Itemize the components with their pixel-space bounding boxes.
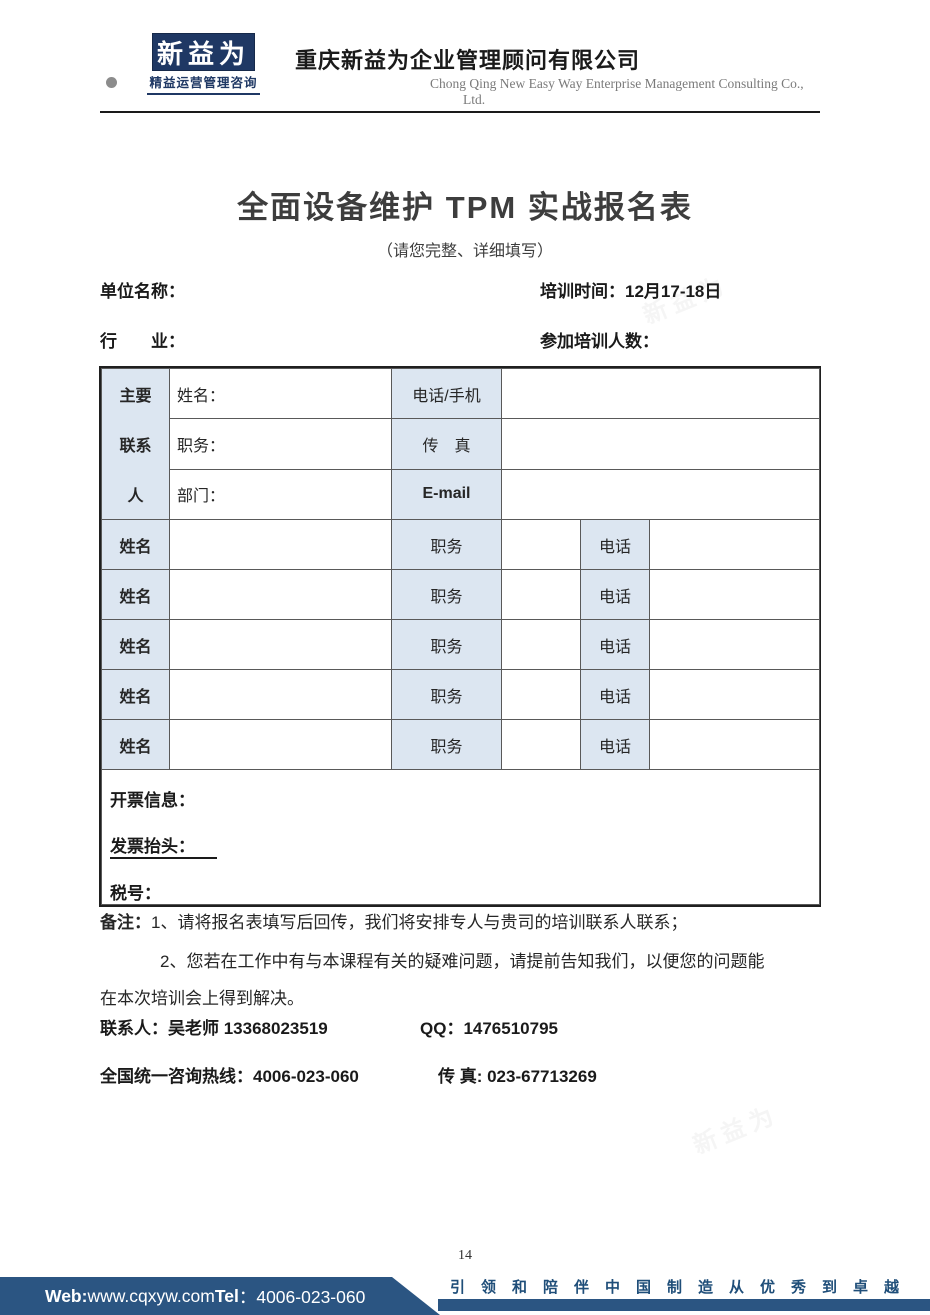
primary-contact-header-cell: 主要 联系 人 <box>101 368 170 520</box>
attendee-name-input-cell[interactable] <box>169 669 392 720</box>
header-divider <box>100 111 820 113</box>
logo-text: 新益为 <box>156 38 250 69</box>
attendee-row: 姓名 职务 电话 <box>101 669 821 720</box>
attendee-title-input-cell[interactable] <box>501 719 581 770</box>
company-name-en-line1: Chong Qing New Easy Way Enterprise Manag… <box>430 76 804 91</box>
attendee-row: 姓名 职务 电话 <box>101 719 821 770</box>
notes-line1: 1、请将报名表填写后回传，我们将安排专人与贵司的培训联系人联系； <box>151 913 688 932</box>
attendee-title-input-cell[interactable] <box>501 619 581 670</box>
invoice-title-label[interactable]: 发票抬头： <box>110 837 217 859</box>
attendee-count-label: 参加培训人数： <box>540 332 659 351</box>
contact-hotline: 全国统一咨询热线：4006-023-060 <box>100 1067 359 1086</box>
footer-web-url[interactable]: www.cqxyw.com <box>87 1285 215 1306</box>
attendee-phone-input-cell[interactable] <box>648 719 821 770</box>
footer-motto: 引领和陪伴中国制造从优秀到卓越 <box>449 1279 915 1296</box>
primary-contact-label-1: 主要 <box>119 388 152 405</box>
attendee-name-header: 姓名 <box>101 619 170 670</box>
watermark-text: 新益为 <box>689 1100 783 1160</box>
attendee-title-input-cell[interactable] <box>501 519 581 570</box>
email-input-cell[interactable] <box>500 468 821 521</box>
page-number: 14 <box>458 1248 472 1263</box>
invoice-info-label: 开票信息： <box>110 791 195 810</box>
attendee-name-input-cell[interactable] <box>169 569 392 620</box>
attendee-title-header: 职务 <box>391 669 502 720</box>
tax-id-label[interactable]: 税号： <box>110 884 181 904</box>
phone-mobile-input-cell[interactable] <box>500 367 821 420</box>
contact-person: 联系人：吴老师 13368023519 <box>100 1019 328 1038</box>
page-title: 全面设备维护 TPM 实战报名表 <box>237 190 693 225</box>
footer-accent-bar <box>438 1299 930 1311</box>
notes-line2: 2、您若在工作中有与本课程有关的疑难问题，请提前告知我们，以便您的问题能 <box>160 952 765 971</box>
footer-contact-banner: Web: www.cqxyw.com Tel ：4006-023-060 <box>0 1277 440 1315</box>
attendee-title-header: 职务 <box>391 569 502 620</box>
company-logo: 新益为 <box>152 33 255 71</box>
primary-contact-label-3: 人 <box>127 488 144 505</box>
attendee-phone-header: 电话 <box>580 669 650 720</box>
attendee-title-input-cell[interactable] <box>501 569 581 620</box>
attendee-phone-input-cell[interactable] <box>648 519 821 570</box>
attendee-phone-header: 电话 <box>580 619 650 670</box>
attendee-phone-header: 电话 <box>580 569 650 620</box>
fax-header: 传 真 <box>391 418 502 470</box>
attendee-name-header: 姓名 <box>101 719 170 770</box>
email-header: E-mail <box>391 468 502 521</box>
attendee-name-header: 姓名 <box>101 669 170 720</box>
attendee-name-input-cell[interactable] <box>169 719 392 770</box>
attendee-name-header: 姓名 <box>101 519 170 570</box>
attendee-phone-header: 电话 <box>580 519 650 570</box>
logo-tagline: 精益运营管理咨询 <box>147 72 260 95</box>
footer-tel-label: Tel <box>214 1285 239 1306</box>
unit-name-label: 单位名称： <box>100 282 185 301</box>
attendee-name-input-cell[interactable] <box>169 619 392 670</box>
company-name-cn: 重庆新益为企业管理顾问有限公司 <box>295 48 641 73</box>
primary-name-label: 姓名： <box>169 367 392 420</box>
attendee-phone-input-cell[interactable] <box>648 669 821 720</box>
attendee-phone-input-cell[interactable] <box>648 569 821 620</box>
attendee-row: 姓名 职务 电话 <box>101 619 821 670</box>
primary-department-label: 部门： <box>169 468 392 521</box>
primary-contact-label-2: 联系 <box>119 438 152 455</box>
footer-web-label: Web: <box>45 1285 88 1306</box>
attendee-row: 姓名 职务 电话 <box>101 519 821 570</box>
attendee-name-input-cell[interactable] <box>169 519 392 570</box>
attendee-name-header: 姓名 <box>101 569 170 620</box>
primary-title-label: 职务： <box>169 418 392 470</box>
header-bullet-dot <box>106 77 117 88</box>
contact-qq: QQ：1476510795 <box>420 1019 558 1038</box>
phone-mobile-header: 电话/手机 <box>391 367 502 420</box>
attendee-title-input-cell[interactable] <box>501 669 581 720</box>
fax-input-cell[interactable] <box>500 418 821 470</box>
page-subtitle: （请您完整、详细填写） <box>376 243 553 260</box>
contact-fax: 传 真: 023-67713269 <box>438 1067 597 1086</box>
attendee-phone-header: 电话 <box>580 719 650 770</box>
company-name-en-line2: Ltd. <box>463 92 486 107</box>
training-time-label: 培训时间：12月17-18日 <box>540 282 722 301</box>
attendee-title-header: 职务 <box>391 619 502 670</box>
registration-table: 主要 联系 人 姓名： 电话/手机 职务： 传 真 部门： E-mail <box>99 366 821 907</box>
invoice-section-cell: 开票信息： 发票抬头： 税号： <box>100 769 821 905</box>
attendee-phone-input-cell[interactable] <box>648 619 821 670</box>
attendee-row: 姓名 职务 电话 <box>101 569 821 620</box>
attendee-title-header: 职务 <box>391 519 502 570</box>
attendee-title-header: 职务 <box>391 719 502 770</box>
footer-tel-number: ：4006-023-060 <box>238 1286 366 1307</box>
notes-line3: 在本次培训会上得到解决。 <box>100 989 304 1008</box>
notes-label: 备注： <box>100 913 151 932</box>
industry-label: 行 业： <box>100 332 185 351</box>
